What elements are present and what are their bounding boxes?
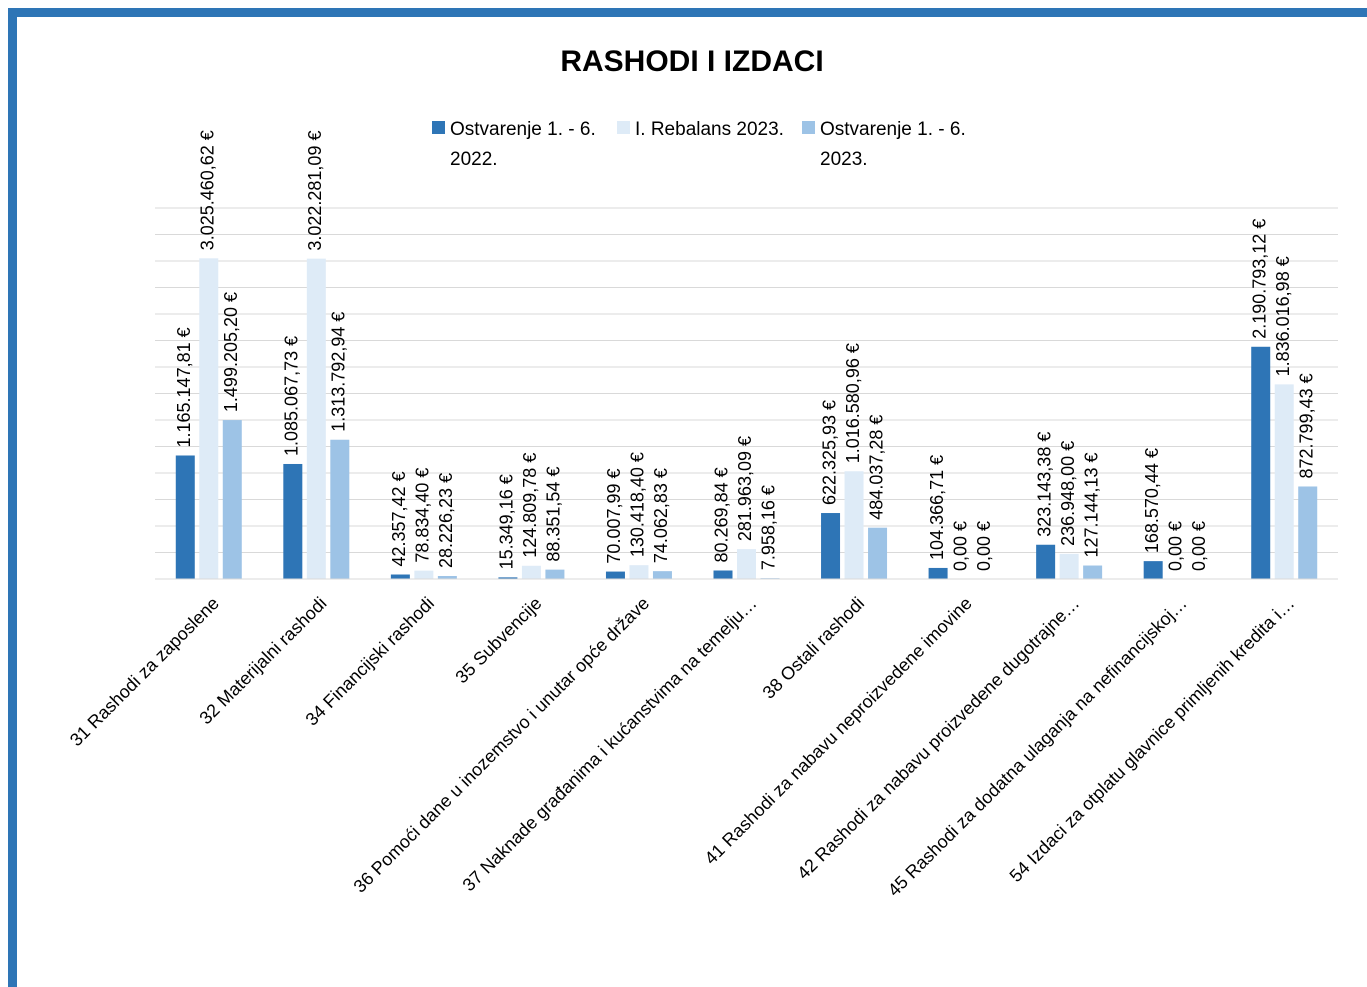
legend-item: Ostvarenje 1. - 6. 2022. <box>432 115 617 175</box>
x-tick-label: 38 Ostali rashodi <box>759 593 869 703</box>
data-label: 484.037,28 € <box>866 415 886 520</box>
bar <box>498 577 518 579</box>
bar <box>1274 384 1294 579</box>
legend-label: Ostvarenje 1. - 6. 2022. <box>450 119 596 170</box>
data-label: 1.016.580,96 € <box>843 343 863 463</box>
data-label: 78.834,40 € <box>413 468 433 563</box>
data-label: 130.418,40 € <box>628 452 648 557</box>
data-label: 15.349,16 € <box>497 474 517 569</box>
data-label: 2.190.793,12 € <box>1249 219 1269 339</box>
data-label: 0,00 € <box>1189 521 1209 571</box>
x-tick-label: 35 Subvencije <box>451 593 545 687</box>
data-label: 7.958,16 € <box>759 485 779 570</box>
bar <box>199 258 219 579</box>
bar <box>821 513 841 579</box>
bar <box>521 565 541 579</box>
legend-swatch <box>432 121 445 134</box>
data-label: 42.357,42 € <box>389 471 409 566</box>
bar <box>928 567 948 579</box>
legend-item: I. Rebalans 2023. <box>617 115 802 175</box>
data-label: 80.269,84 € <box>712 467 732 562</box>
bar <box>868 527 888 579</box>
data-label: 70.007,99 € <box>604 468 624 563</box>
data-label: 622.325,93 € <box>819 400 839 505</box>
data-label: 1.085.067,73 € <box>282 336 302 456</box>
bar <box>437 576 457 579</box>
bar <box>713 570 733 579</box>
bar <box>306 258 326 579</box>
data-label: 281.963,09 € <box>735 436 755 541</box>
bar <box>652 571 672 579</box>
data-label: 0,00 € <box>1165 521 1185 571</box>
data-label: 168.570,44 € <box>1142 448 1162 553</box>
data-label: 104.366,71 € <box>927 455 947 560</box>
bar <box>283 463 303 579</box>
bar <box>737 549 756 579</box>
bar <box>175 455 195 579</box>
data-label: 1.165.147,81 € <box>174 327 194 447</box>
x-tick-label: 31 Rashodi za zaposlene <box>66 593 223 750</box>
data-label: 0,00 € <box>974 521 994 571</box>
legend-swatch <box>617 121 630 134</box>
bar <box>545 569 565 579</box>
bar <box>629 565 649 579</box>
data-label: 1.836.016,98 € <box>1273 256 1293 376</box>
bar <box>330 439 350 579</box>
data-label: 3.025.460,62 € <box>198 130 218 250</box>
chart-frame: RASHODI I IZDACI 1.165.147,81 € 3.025.460… <box>8 8 1367 987</box>
data-label: 127.144,13 € <box>1081 452 1101 557</box>
data-label: 1.499.205,20 € <box>221 292 241 412</box>
bar <box>222 420 242 579</box>
data-label: 88.351,54 € <box>544 467 564 562</box>
data-label: 236.948,00 € <box>1058 441 1078 546</box>
chart-title: RASHODI I IZDACI <box>560 45 823 78</box>
bar <box>1298 486 1318 579</box>
bar <box>1251 346 1271 579</box>
legend-label: I. Rebalans 2023. <box>635 119 784 140</box>
data-label: 74.062,83 € <box>651 468 671 563</box>
data-label: 3.022.281,09 € <box>305 131 325 251</box>
data-label: 323.143,38 € <box>1034 432 1054 537</box>
legend-swatch <box>802 121 815 134</box>
bar <box>1059 553 1079 579</box>
bar <box>605 571 625 579</box>
data-label: 124.809,78 € <box>520 453 540 558</box>
legend: Ostvarenje 1. - 6. 2022. I. Rebalans 2023… <box>432 115 987 175</box>
bar <box>1143 561 1163 579</box>
bar <box>844 471 864 579</box>
data-label: 872.799,43 € <box>1296 373 1316 478</box>
legend-item: Ostvarenje 1. - 6. 2023. <box>802 115 987 175</box>
bar <box>414 570 434 579</box>
data-label: 1.313.792,94 € <box>329 312 349 432</box>
bar <box>390 574 410 579</box>
bar <box>1036 544 1056 579</box>
data-label: 28.226,23 € <box>436 473 456 568</box>
bar <box>1083 565 1103 579</box>
data-label: 0,00 € <box>950 521 970 571</box>
chart: RASHODI I IZDACI 1.165.147,81 € 3.025.460… <box>66 45 1338 900</box>
legend-label: Ostvarenje 1. - 6. 2023. <box>820 119 966 170</box>
